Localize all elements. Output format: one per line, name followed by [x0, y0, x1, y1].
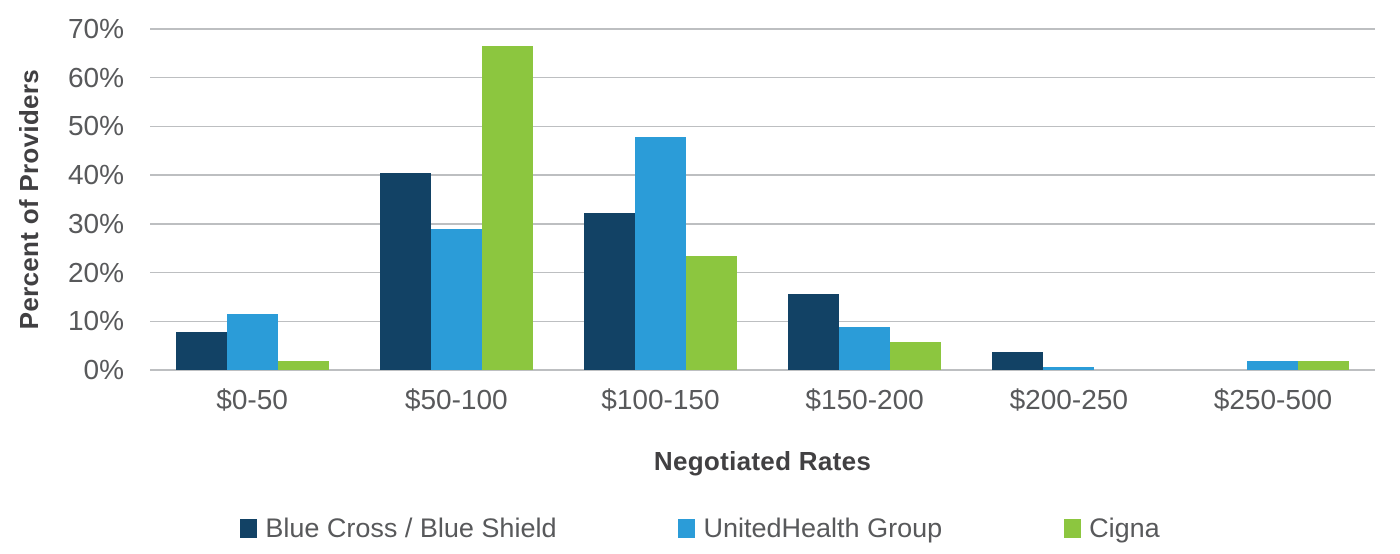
bar — [379, 173, 431, 370]
gridline — [150, 320, 1375, 323]
bar — [839, 326, 891, 370]
bar — [481, 45, 533, 370]
gridline — [150, 369, 1375, 371]
gridline — [150, 174, 1375, 176]
legend-label: Blue Cross / Blue Shield — [265, 513, 557, 543]
bar — [685, 255, 737, 370]
x-tick-label: $100-150 — [601, 384, 720, 415]
legend-item: Blue Cross / Blue Shield — [240, 513, 556, 544]
gridline — [150, 271, 1375, 274]
legend: Blue Cross / Blue Shield UnitedHealth Gro… — [0, 513, 1400, 544]
x-tick-label: $150-200 — [805, 384, 924, 415]
legend-label: Cigna — [1089, 513, 1160, 543]
bar — [634, 136, 686, 370]
bar — [226, 313, 278, 370]
legend-swatch — [240, 519, 258, 538]
x-tick-label: $250-500 — [1213, 384, 1333, 415]
bar — [1298, 360, 1350, 370]
gridline — [150, 76, 1375, 79]
x-tick-label: $50-100 — [404, 384, 508, 415]
gridline — [150, 125, 1375, 128]
x-axis-title: Negotiated Rates — [653, 446, 872, 476]
bar-group — [558, 29, 762, 370]
plot-area — [150, 28, 1375, 371]
gridline — [150, 28, 1375, 30]
gridline — [150, 223, 1375, 225]
bar-group — [1171, 29, 1375, 370]
y-tick-label: 40% — [67, 159, 124, 191]
y-tick-label: 60% — [67, 61, 124, 93]
bar-group — [354, 29, 558, 370]
y-tick-label: 30% — [67, 207, 124, 239]
x-tick-label: $200-250 — [1009, 384, 1128, 415]
bar — [430, 229, 482, 370]
x-tick-label: $0-50 — [216, 384, 288, 415]
legend-item: UnitedHealth Group — [678, 513, 942, 544]
bar — [890, 341, 942, 370]
y-tick-label: 70% — [67, 13, 124, 44]
bar — [1247, 360, 1299, 370]
bar — [583, 213, 635, 370]
bar — [277, 361, 329, 370]
y-axis-ticks: 0% 10% 20% 30% 40% 50% 60% 70% — [0, 13, 124, 385]
bar-group — [150, 29, 354, 370]
bar-groups — [150, 29, 1375, 370]
legend-item: Cigna — [1064, 513, 1160, 544]
y-tick-label: 10% — [67, 305, 124, 337]
y-tick-label: 50% — [67, 110, 124, 142]
legend-swatch — [1064, 519, 1082, 538]
y-tick-label: 0% — [83, 354, 124, 385]
legend-swatch — [678, 519, 696, 538]
x-axis-ticks: $0-50 $50-100 $100-150 $150-200 $200-250 $250… — [150, 384, 1375, 416]
bar — [1043, 366, 1095, 370]
bar-group — [967, 29, 1171, 370]
y-tick-label: 20% — [67, 256, 124, 288]
bar — [992, 351, 1044, 370]
legend-label: UnitedHealth Group — [703, 513, 943, 543]
bar — [175, 332, 227, 370]
bar-group — [763, 29, 967, 370]
gridlines — [150, 28, 1375, 371]
bar — [788, 293, 840, 370]
